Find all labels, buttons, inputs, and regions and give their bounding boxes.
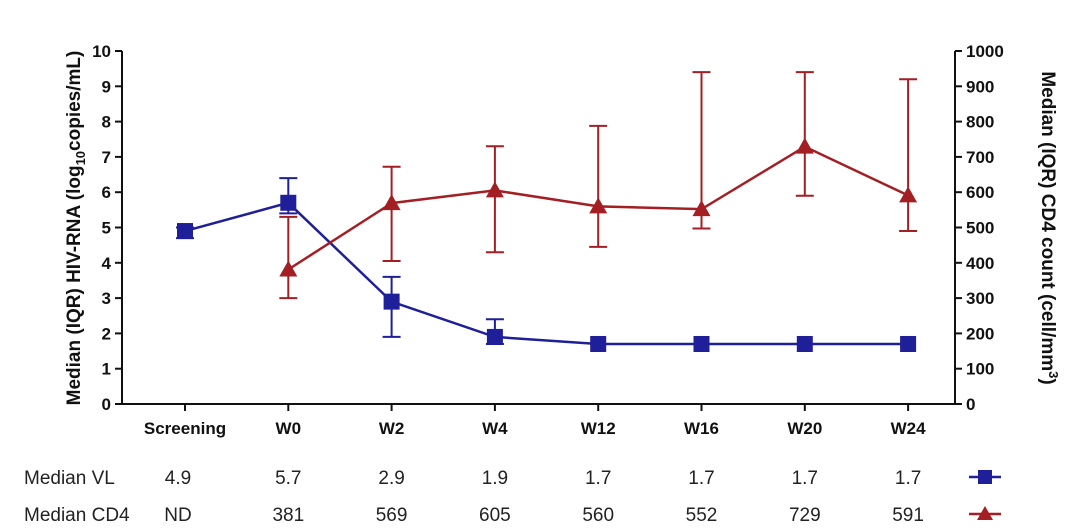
legend-square-icon: [978, 470, 992, 484]
left-y-tick-label: 3: [102, 289, 111, 308]
summary-table: Median VL 4.9 5.7 2.9 1.9 1.7 1.7 1.7 1.7Median …: [24, 468, 1001, 526]
x-tick-label: W24: [891, 419, 927, 438]
error-bar: [382, 165, 401, 263]
row-label: Median CD4: [24, 505, 130, 526]
x-tick-label: W0: [276, 419, 302, 438]
row-value: 5.7: [275, 468, 301, 489]
left-y-tick-label: 10: [92, 42, 111, 61]
vl-series: [176, 177, 917, 352]
left-y-tick-label: 1: [102, 360, 111, 379]
right-y-tick-label: 0: [966, 395, 975, 414]
right-y-tick-label: 700: [966, 148, 994, 167]
data-point-square: [177, 223, 193, 240]
x-tick-label: W4: [482, 419, 508, 438]
left-y-tick-label: 9: [102, 77, 111, 96]
data-point-square: [693, 335, 710, 352]
right-y-tick-label: 800: [966, 113, 994, 132]
right-y-tick-label: 600: [966, 183, 994, 202]
legend-cd4-symbol: [969, 506, 1001, 520]
right-y-tick-label: 100: [966, 360, 994, 379]
left-y-title-prefix: Median (IQR) HIV-RNA (log: [64, 165, 85, 405]
error-bar: [279, 215, 298, 300]
row-value: 1.7: [688, 468, 714, 489]
cd4-series: [279, 71, 918, 300]
data-point-triangle: [382, 194, 401, 211]
left-y-tick-label: 6: [102, 183, 111, 202]
data-point-triangle: [485, 181, 504, 198]
x-tick-label: W16: [684, 419, 719, 438]
right-y-tick-label: 1000: [966, 42, 1004, 61]
left-y-tick-label: 2: [102, 324, 111, 343]
right-y-title-superscript: 3: [1046, 371, 1061, 378]
error-bar: [795, 71, 814, 197]
left-y-tick-label: 8: [102, 113, 111, 132]
left-y-ticks: 0 1 2 3 4 5 6 7 8 9 10: [92, 42, 122, 414]
x-tick-label: W20: [787, 419, 822, 438]
row-value: 1.7: [792, 468, 818, 489]
left-y-title-suffix: copies/mL): [64, 51, 85, 151]
error-bar: [589, 124, 608, 248]
left-y-tick-label: 5: [102, 219, 111, 238]
data-point-triangle: [692, 200, 711, 217]
row-value: 1.7: [895, 468, 921, 489]
row-value: 591: [892, 505, 924, 526]
row-value: 605: [479, 505, 511, 526]
data-point-square: [796, 335, 813, 352]
x-tick-label: W2: [379, 419, 405, 438]
table-row: Median CD4 ND 381 569 605 560 552 729 591: [24, 505, 1001, 526]
legend-vl-symbol: [969, 470, 1001, 484]
x-tick-label: W12: [581, 419, 616, 438]
data-point-square: [383, 293, 400, 310]
data-point-square: [280, 194, 297, 211]
left-y-tick-label: 4: [102, 254, 112, 273]
axes: [121, 51, 956, 405]
data-point-square: [900, 335, 917, 352]
data-point-square: [590, 335, 607, 352]
error-bar: [899, 78, 918, 233]
row-value: 1.7: [585, 468, 611, 489]
left-y-tick-label: 7: [102, 148, 111, 167]
row-value: 4.9: [165, 468, 191, 489]
error-bar: [485, 145, 504, 254]
row-value: 560: [582, 505, 614, 526]
x-ticks: Screening W0 W2 W4 W12 W16 W20 W24: [144, 404, 926, 438]
legend-triangle-icon: [977, 506, 993, 520]
row-label: Median VL: [24, 468, 115, 489]
data-point-triangle: [589, 197, 608, 214]
right-y-tick-label: 200: [966, 324, 994, 343]
left-y-tick-label: 0: [102, 395, 111, 414]
table-row: Median VL 4.9 5.7 2.9 1.9 1.7 1.7 1.7 1.7: [24, 468, 1001, 489]
left-y-title-subscript: 10: [73, 151, 88, 165]
row-value: 381: [272, 505, 304, 526]
row-value: 569: [376, 505, 408, 526]
row-value: 729: [789, 505, 821, 526]
right-y-tick-label: 300: [966, 289, 994, 308]
series-line: [184, 201, 909, 346]
right-y-tick-label: 400: [966, 254, 994, 273]
right-y-tick-label: 500: [966, 219, 994, 238]
right-y-ticks: 0 100 200 300 400 500 600 700 800 900 1000: [955, 42, 1004, 414]
right-y-title-suffix: ): [1037, 378, 1058, 384]
left-y-axis-title: Median (IQR) HIV-RNA (log10copies/mL): [64, 51, 88, 406]
data-point-triangle: [279, 260, 298, 277]
row-value: 2.9: [378, 468, 404, 489]
series-layer: [176, 71, 918, 352]
data-point-square: [486, 328, 503, 345]
data-point-triangle: [795, 137, 814, 154]
x-tick-label: Screening: [144, 419, 226, 438]
right-y-title-prefix: Median (IQR) CD4 count (cell/mm: [1037, 71, 1058, 371]
row-value: 1.9: [482, 468, 508, 489]
row-value: 552: [686, 505, 718, 526]
row-value: ND: [164, 505, 191, 526]
right-y-tick-label: 900: [966, 77, 994, 96]
data-point-triangle: [899, 186, 918, 203]
right-y-axis-title: Median (IQR) CD4 count (cell/mm3): [1037, 71, 1061, 384]
